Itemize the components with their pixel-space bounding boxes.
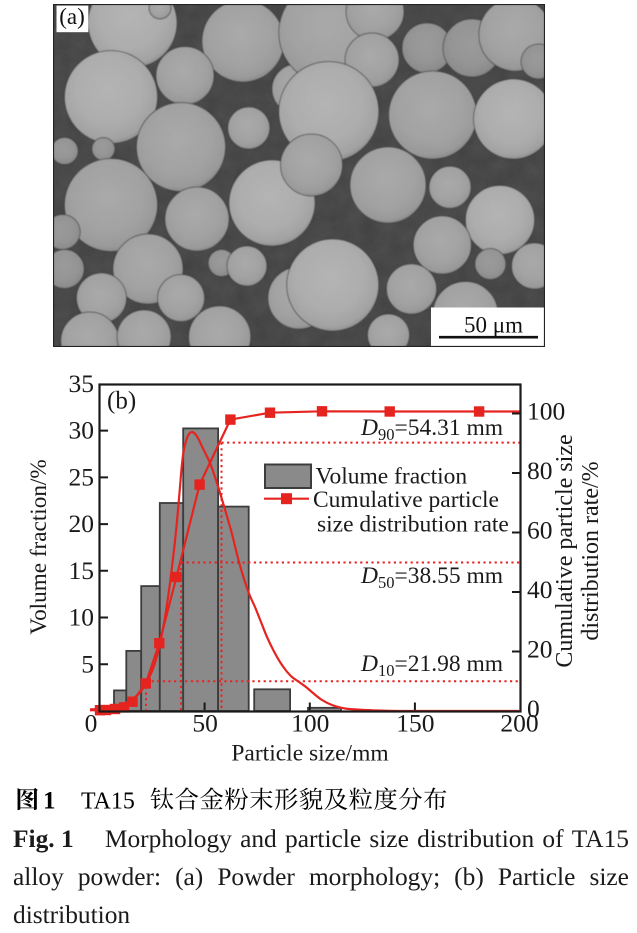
svg-text:Volume fraction: Volume fraction	[316, 464, 468, 490]
svg-text:(a): (a)	[59, 4, 85, 29]
svg-text:150: 150	[396, 709, 434, 738]
svg-text:25: 25	[69, 462, 95, 491]
svg-text:D10=21.98 mm: D10=21.98 mm	[360, 651, 503, 680]
svg-text:0: 0	[527, 694, 540, 723]
svg-text:10: 10	[69, 603, 95, 632]
svg-text:(b): (b)	[107, 388, 136, 415]
svg-text:Volume fraction/%: Volume fraction/%	[26, 459, 52, 634]
svg-text:80: 80	[527, 456, 553, 485]
svg-text:200: 200	[500, 709, 538, 738]
svg-text:Cumulative particle: Cumulative particle	[313, 487, 499, 513]
svg-text:35: 35	[69, 369, 95, 398]
svg-text:20: 20	[527, 635, 553, 664]
svg-text:100: 100	[527, 397, 565, 426]
svg-text:distribution rate/%: distribution rate/%	[578, 461, 604, 640]
svg-text:15: 15	[69, 556, 95, 585]
svg-text:1: 1	[43, 788, 56, 815]
svg-text:30: 30	[69, 416, 95, 445]
svg-text:20: 20	[69, 509, 95, 538]
svg-text:Cumulative particle size: Cumulative particle size	[552, 434, 578, 667]
svg-text:60: 60	[527, 516, 553, 545]
svg-text:50: 50	[192, 709, 218, 738]
svg-text:D50=38.55 mm: D50=38.55 mm	[360, 563, 503, 592]
svg-text:Particle size/mm: Particle size/mm	[231, 741, 388, 767]
svg-text:40: 40	[527, 575, 553, 604]
svg-text:size distribution rate: size distribution rate	[317, 512, 509, 538]
svg-text:50 μm: 50 μm	[464, 313, 523, 338]
svg-text:0: 0	[85, 709, 98, 738]
svg-text:100: 100	[291, 709, 329, 738]
svg-text:5: 5	[81, 649, 94, 678]
svg-text:D90=54.31 mm: D90=54.31 mm	[360, 415, 503, 444]
svg-text:TA15: TA15	[81, 789, 135, 815]
